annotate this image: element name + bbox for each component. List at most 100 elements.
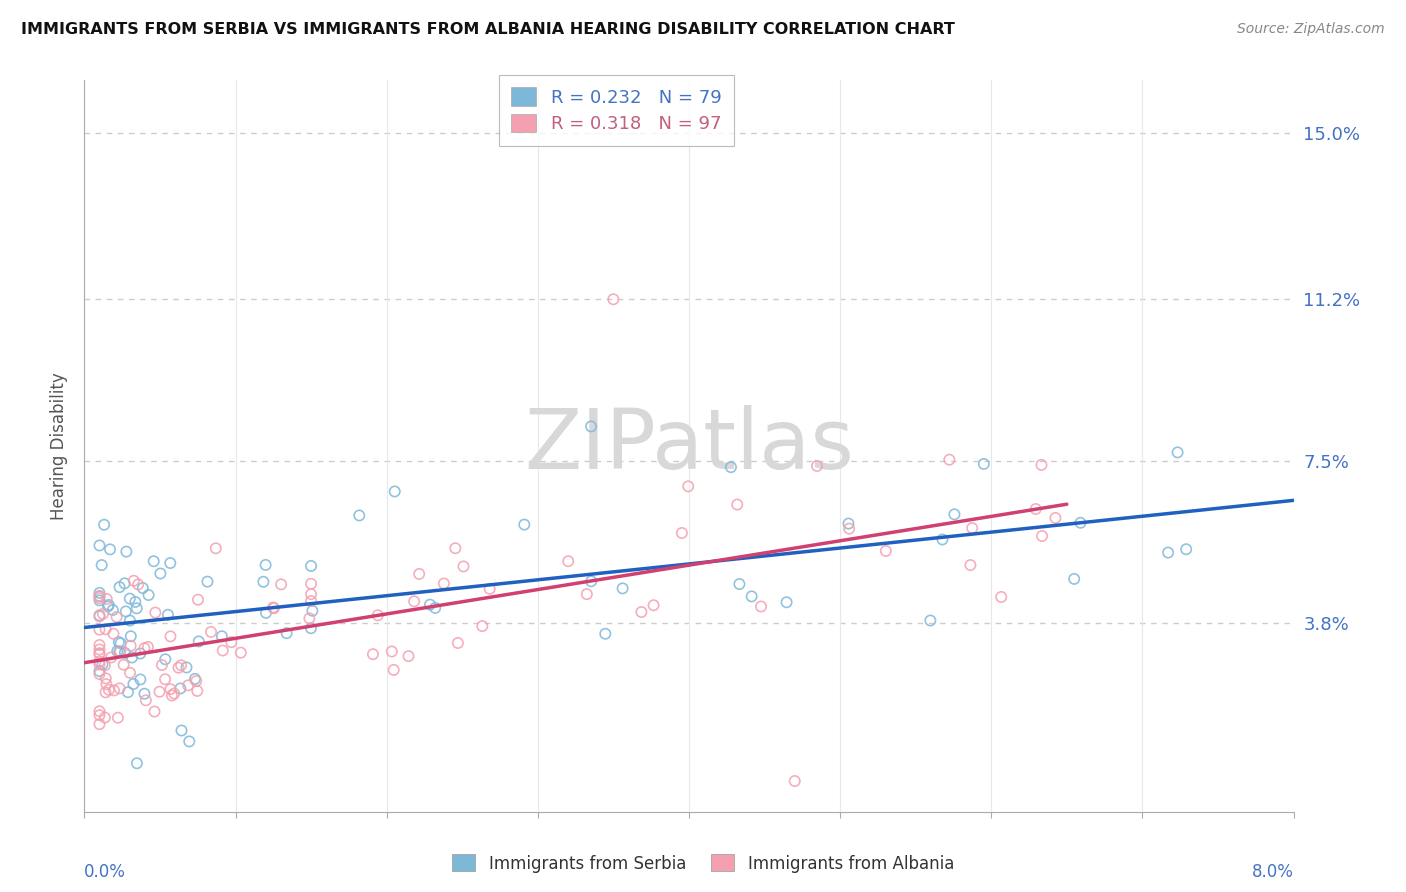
Point: [105, 610, 128, 624]
Point: [89, 586, 111, 600]
Point: [384, 484, 406, 499]
Text: 8.0%: 8.0%: [1251, 863, 1294, 881]
Point: [103, 626, 125, 640]
Point: [408, 566, 430, 581]
Point: [136, 640, 159, 654]
Point: [299, 594, 322, 608]
Point: [134, 641, 156, 656]
Point: [197, 574, 219, 589]
Point: [349, 508, 371, 523]
Point: [159, 556, 181, 570]
Point: [89, 664, 111, 678]
Point: [114, 646, 136, 660]
Point: [150, 658, 173, 673]
Point: [94, 685, 117, 699]
Point: [129, 673, 152, 687]
Point: [90, 558, 112, 572]
Point: [602, 293, 624, 307]
Point: [931, 533, 953, 547]
Point: [270, 577, 292, 591]
Point: [806, 458, 828, 473]
Point: [671, 526, 693, 541]
Point: [120, 629, 142, 643]
Point: [398, 649, 420, 664]
Point: [920, 614, 942, 628]
Point: [263, 601, 285, 615]
Point: [107, 711, 129, 725]
Point: [204, 541, 226, 556]
Point: [169, 681, 191, 696]
Point: [163, 686, 186, 700]
Point: [1031, 458, 1053, 472]
Point: [1157, 545, 1180, 559]
Point: [404, 594, 426, 608]
Point: [513, 517, 536, 532]
Point: [143, 705, 166, 719]
Point: [960, 521, 983, 535]
Point: [381, 644, 404, 658]
Point: [200, 624, 222, 639]
Point: [557, 554, 579, 568]
Point: [299, 587, 322, 601]
Point: [184, 672, 207, 686]
Point: [471, 619, 494, 633]
Point: [254, 606, 277, 620]
Point: [105, 644, 128, 658]
Point: [643, 599, 665, 613]
Point: [875, 544, 897, 558]
Point: [783, 774, 806, 789]
Point: [89, 608, 111, 623]
Point: [89, 539, 111, 553]
Text: Source: ZipAtlas.com: Source: ZipAtlas.com: [1237, 22, 1385, 37]
Point: [252, 574, 274, 589]
Point: [229, 646, 252, 660]
Point: [103, 683, 125, 698]
Point: [89, 623, 111, 637]
Point: [775, 595, 797, 609]
Point: [837, 516, 859, 531]
Point: [122, 677, 145, 691]
Point: [478, 582, 501, 596]
Point: [749, 599, 772, 614]
Point: [110, 636, 132, 650]
Point: [720, 460, 742, 475]
Text: 0.0%: 0.0%: [84, 863, 127, 881]
Point: [142, 554, 165, 568]
Point: [1031, 529, 1053, 543]
Point: [725, 498, 748, 512]
Point: [101, 603, 124, 617]
Point: [135, 693, 157, 707]
Point: [361, 647, 384, 661]
Point: [124, 595, 146, 609]
Point: [89, 609, 111, 624]
Point: [155, 652, 177, 666]
Point: [118, 591, 141, 606]
Point: [159, 629, 181, 643]
Point: [153, 672, 176, 686]
Point: [122, 574, 145, 588]
Point: [148, 684, 170, 698]
Point: [110, 644, 132, 658]
Point: [176, 660, 198, 674]
Point: [132, 581, 155, 595]
Point: [94, 658, 117, 673]
Point: [221, 635, 243, 649]
Text: ZIPatlas: ZIPatlas: [524, 406, 853, 486]
Point: [186, 684, 208, 698]
Point: [579, 574, 602, 589]
Point: [89, 593, 111, 607]
Point: [579, 419, 602, 434]
Point: [89, 708, 111, 723]
Point: [943, 508, 966, 522]
Point: [160, 689, 183, 703]
Point: [425, 601, 447, 615]
Point: [89, 647, 111, 661]
Legend: Immigrants from Serbia, Immigrants from Albania: Immigrants from Serbia, Immigrants from …: [446, 847, 960, 880]
Point: [149, 566, 172, 581]
Point: [838, 522, 860, 536]
Y-axis label: Hearing Disability: Hearing Disability: [51, 372, 69, 520]
Point: [444, 541, 467, 556]
Point: [96, 592, 118, 607]
Point: [367, 608, 389, 623]
Point: [89, 589, 111, 603]
